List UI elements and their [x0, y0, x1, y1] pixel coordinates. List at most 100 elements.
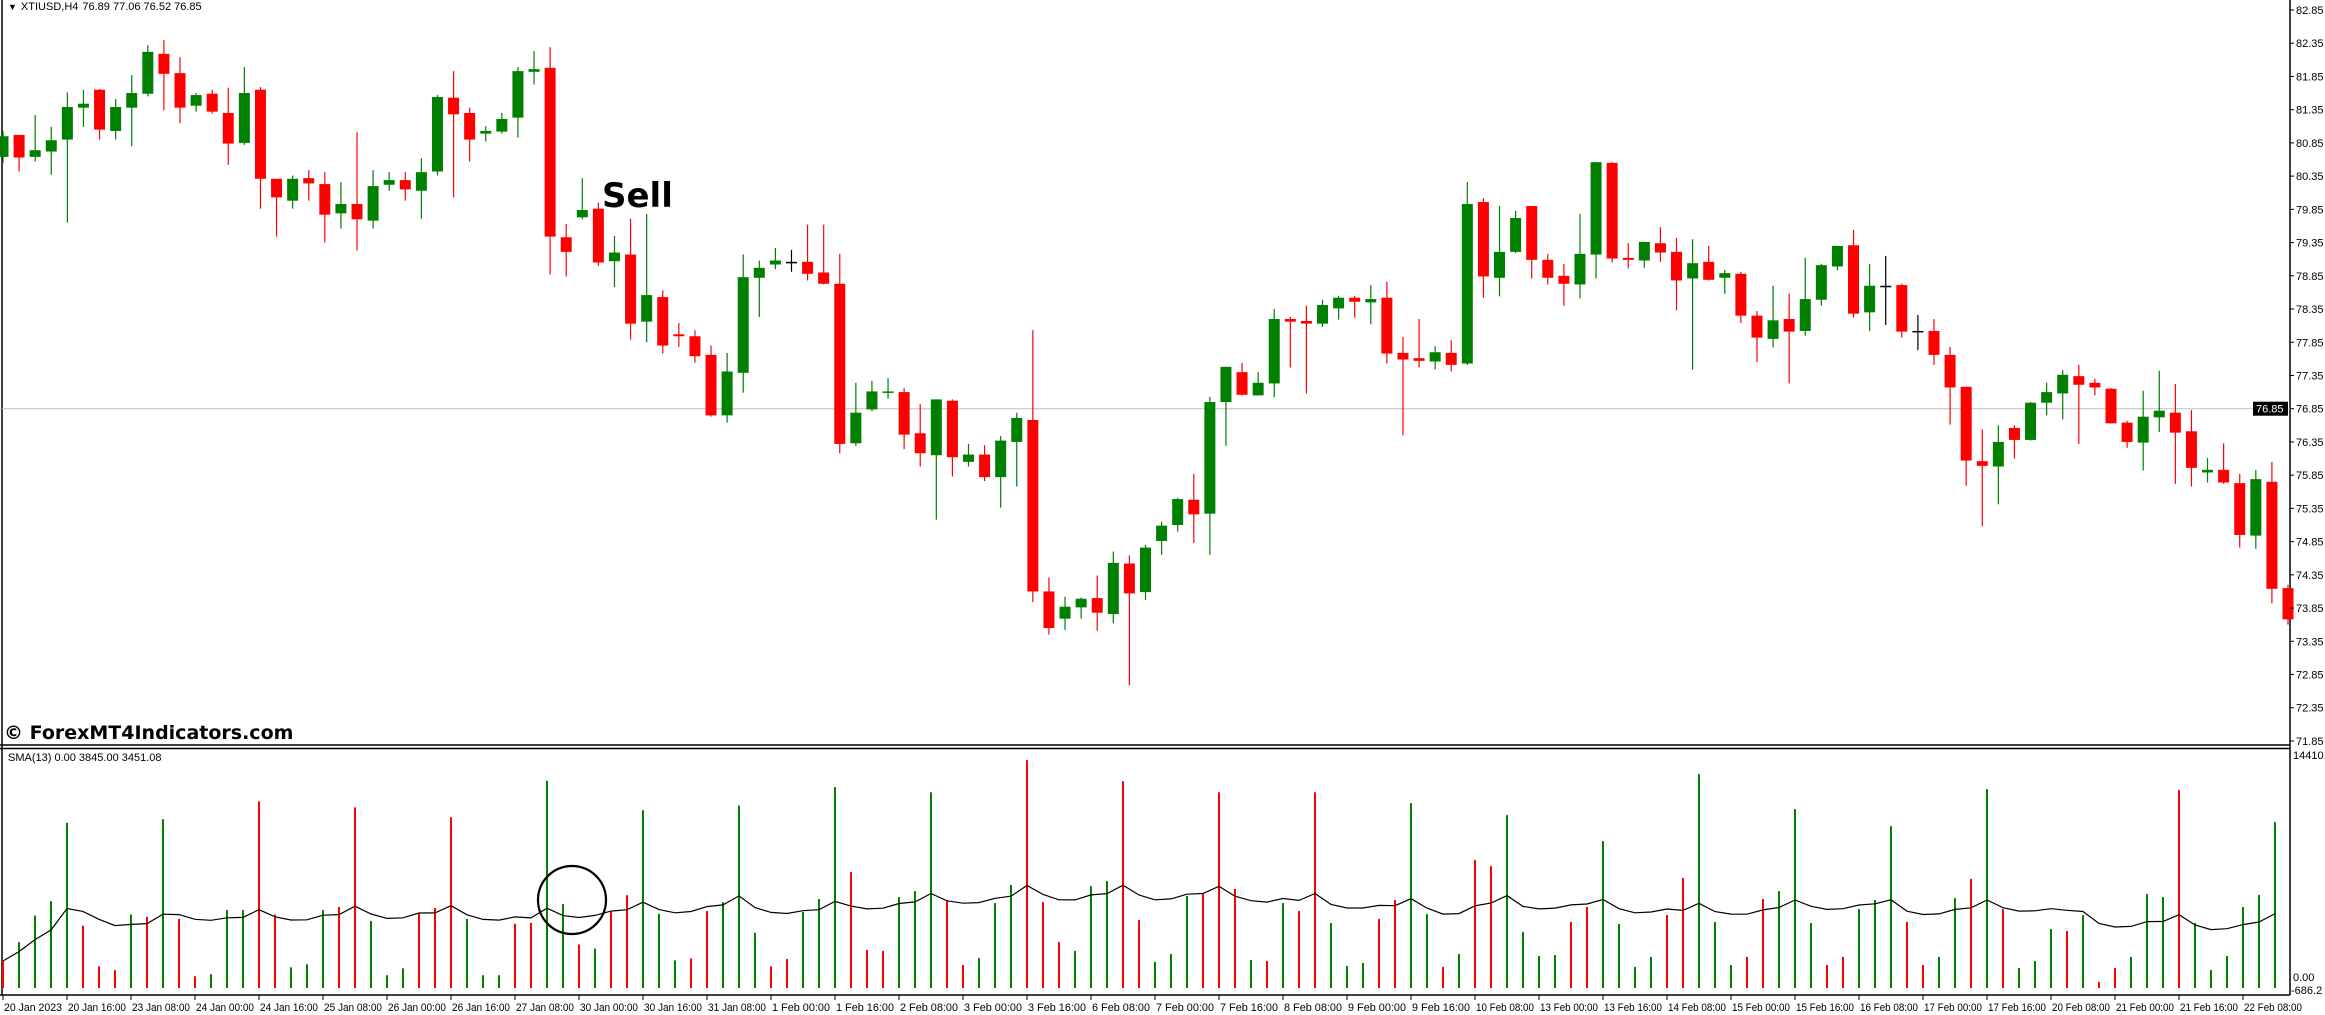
time-tick-label: 27 Jan 08:00 — [516, 1002, 574, 1014]
time-tick-label: 16 Feb 08:00 — [1860, 1002, 1918, 1014]
candle — [2121, 420, 2133, 448]
candle-body — [592, 208, 604, 263]
candle — [383, 172, 395, 191]
candle-body — [544, 67, 556, 237]
candle-body — [13, 134, 25, 158]
candle-body — [1526, 206, 1538, 260]
candle — [544, 47, 556, 275]
candle-body — [1815, 265, 1827, 300]
candle — [1912, 315, 1924, 351]
time-tick-label: 2 Feb 08:00 — [900, 1002, 958, 1014]
candle — [142, 45, 154, 97]
indicator-min-label: -686.2 — [2291, 985, 2323, 997]
candle-body — [657, 297, 669, 346]
candle-body — [1397, 352, 1409, 360]
candle — [1220, 366, 1232, 446]
candle — [480, 126, 492, 142]
candle — [238, 67, 250, 145]
candle — [1654, 227, 1666, 262]
candle-body — [287, 178, 299, 201]
candle-body — [1381, 297, 1393, 354]
candle — [785, 249, 797, 272]
candle — [1928, 318, 1940, 365]
candle — [1558, 263, 1570, 306]
candle-body — [1413, 358, 1425, 361]
candle — [174, 57, 186, 123]
candle — [1896, 283, 1908, 338]
candle-body — [2025, 402, 2037, 440]
candle — [705, 345, 717, 417]
candle-body — [319, 184, 331, 215]
candle — [2025, 402, 2037, 441]
candle-body — [61, 107, 73, 140]
candle-body — [560, 237, 572, 252]
candle — [882, 378, 894, 399]
candle-body — [818, 272, 830, 284]
candle — [802, 224, 814, 281]
candle-body — [528, 69, 540, 72]
candle — [2153, 370, 2165, 432]
candle — [2234, 473, 2246, 548]
candle-body — [962, 454, 974, 462]
candle-body — [737, 277, 749, 373]
candle-body — [2250, 479, 2262, 536]
candle — [1236, 362, 1248, 396]
symbol-timeframe: XTIUSD,H4 — [20, 1, 79, 13]
candle-body — [1783, 318, 1795, 332]
candle — [946, 399, 958, 477]
candle — [1445, 340, 1457, 372]
candle — [1719, 269, 1731, 294]
candle — [319, 172, 331, 243]
candle — [769, 247, 781, 270]
candle-body — [94, 89, 106, 130]
candle-body — [238, 93, 250, 143]
candle-body — [431, 97, 443, 172]
candle — [1172, 497, 1184, 532]
candle-body — [753, 267, 765, 278]
candle — [1027, 330, 1039, 603]
candle — [673, 322, 685, 347]
candle-body — [1606, 162, 1618, 259]
candle-body — [2041, 392, 2053, 403]
candle — [1542, 253, 1554, 285]
candle-body — [1156, 525, 1168, 541]
price-tick-label: 72.35 — [2296, 703, 2324, 715]
candle-body — [2218, 469, 2230, 483]
candle-body — [1864, 285, 1876, 313]
candle-body — [1976, 461, 1988, 466]
candle — [351, 132, 363, 251]
price-tick-label: 78.35 — [2296, 304, 2324, 316]
candle — [1317, 299, 1329, 327]
candle-body — [2073, 376, 2085, 385]
candle-body — [1349, 297, 1361, 302]
candle-body — [1928, 330, 1940, 355]
price-tick-label: 72.85 — [2296, 670, 2324, 682]
candle-body — [866, 391, 878, 410]
candle-body — [1140, 547, 1151, 593]
candle-body — [1687, 263, 1699, 279]
candle — [528, 51, 540, 85]
time-tick-label: 30 Jan 00:00 — [580, 1002, 638, 1014]
candle-body — [142, 51, 154, 94]
candle — [1638, 241, 1650, 268]
time-tick-label: 7 Feb 00:00 — [1156, 1002, 1214, 1014]
candle-body — [914, 433, 926, 454]
candle — [1606, 162, 1618, 263]
indicator-label: SMA(13) 0.00 3845.00 3451.08 — [8, 752, 162, 764]
candle — [1574, 214, 1586, 299]
triangle-down-icon[interactable]: ▼ — [8, 2, 17, 12]
candle-body — [2105, 388, 2117, 424]
price-tick-label: 74.35 — [2296, 570, 2324, 582]
candle — [2089, 378, 2101, 396]
candle-body — [1091, 598, 1103, 613]
candle-body — [1542, 259, 1554, 278]
candle-body — [1107, 562, 1119, 615]
candle — [512, 67, 524, 138]
chart-header: ▼ XTIUSD,H4 76.89 77.06 76.52 76.85 — [8, 1, 202, 13]
candle-body — [1172, 499, 1184, 525]
price-tick-label: 78.85 — [2296, 271, 2324, 283]
candle — [61, 92, 73, 223]
time-tick-label: 15 Feb 00:00 — [1732, 1002, 1790, 1014]
candle — [1671, 237, 1683, 311]
